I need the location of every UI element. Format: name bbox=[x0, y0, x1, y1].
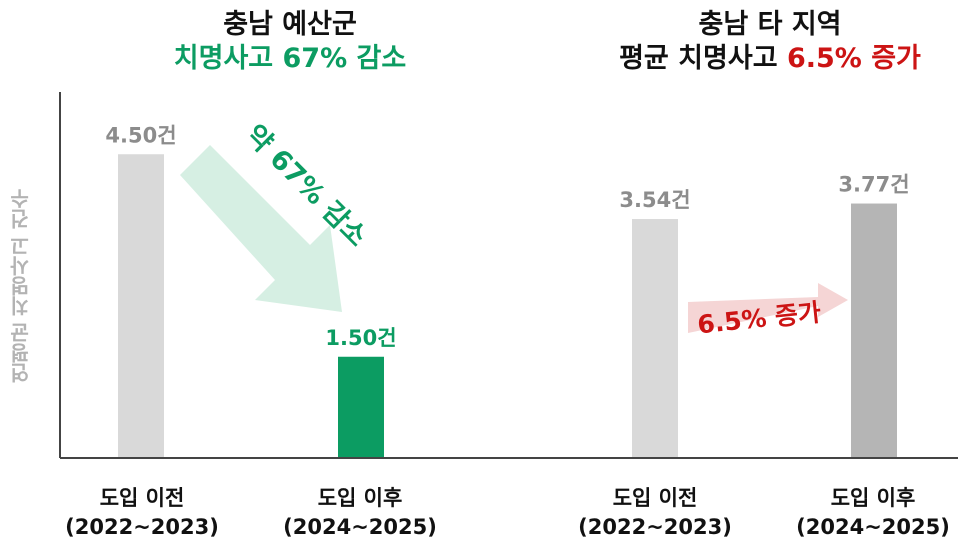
x-label-line1: 도입 이전 bbox=[99, 486, 185, 510]
right-title-line2-prefix: 평균 치명사고 bbox=[619, 42, 787, 74]
value-label: 3.54건 bbox=[619, 188, 690, 212]
right-chart-title: 충남 타 지역 평균 치명사고 6.5% 증가 bbox=[600, 8, 940, 76]
right-title-line2-highlight: 6.5% 증가 bbox=[786, 42, 921, 74]
x-label-line1: 도입 이후 bbox=[317, 486, 403, 510]
bar-other-before bbox=[632, 219, 678, 458]
x-label-left-before: 도입 이전 (2022~2023) bbox=[32, 484, 252, 543]
bar-yesan-after bbox=[338, 356, 384, 458]
value-label: 1.50건 bbox=[325, 326, 396, 350]
x-label-line2: (2024~2025) bbox=[283, 515, 437, 540]
decrease-arrow bbox=[180, 145, 342, 312]
left-chart-title: 충남 예산군 치명사고 67% 감소 bbox=[150, 8, 430, 76]
x-label-right-after: 도입 이후 (2024~2025) bbox=[763, 484, 970, 543]
x-label-line2: (2022~2023) bbox=[578, 515, 732, 540]
left-title-line2: 치명사고 67% 감소 bbox=[173, 42, 407, 74]
x-label-line1: 도입 이후 bbox=[830, 486, 916, 510]
value-label: 4.50건 bbox=[105, 123, 176, 147]
value-label: 3.77건 bbox=[838, 173, 909, 197]
bar-yesan-before bbox=[118, 154, 164, 458]
x-label-line2: (2022~2023) bbox=[65, 515, 219, 540]
x-label-left-after: 도입 이후 (2024~2025) bbox=[250, 484, 470, 543]
left-title-line1: 충남 예산군 bbox=[223, 9, 357, 40]
bar-other-after bbox=[851, 203, 897, 458]
increase-arrow bbox=[688, 283, 848, 333]
right-title-line1: 충남 타 지역 bbox=[698, 9, 842, 40]
x-label-line1: 도입 이전 bbox=[612, 486, 698, 510]
x-label-line2: (2024~2025) bbox=[796, 515, 950, 540]
right-title-line2: 평균 치명사고 6.5% 증가 bbox=[600, 42, 940, 76]
x-label-right-before: 도입 이전 (2022~2023) bbox=[545, 484, 765, 543]
